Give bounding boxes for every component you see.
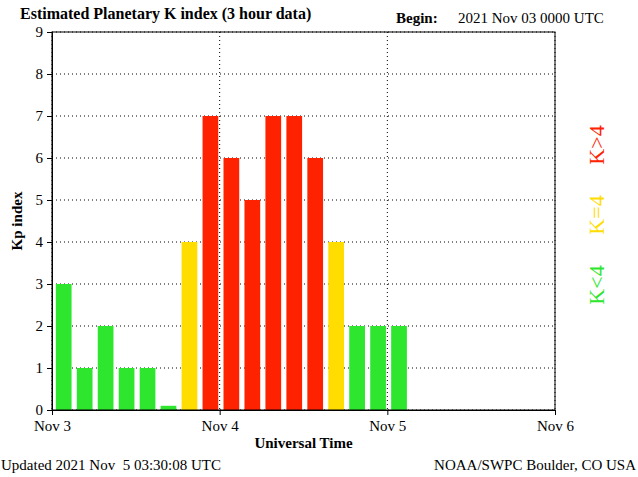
legend-label: K>4: [584, 125, 609, 164]
bar: [98, 326, 114, 410]
bar: [265, 116, 281, 410]
tick: 9: [36, 24, 53, 40]
tick-label: 6: [36, 150, 44, 166]
y-axis: 0 1 2 3 4 5 6 7 8 9: [36, 24, 53, 418]
background: [0, 0, 638, 477]
tick: 1: [36, 360, 53, 376]
bar: [56, 284, 72, 410]
bar: [140, 368, 156, 410]
tick: 3: [36, 276, 53, 292]
axis-line: [47, 33, 53, 411]
tick-mark: [220, 410, 221, 415]
tick-mark: [47, 116, 52, 117]
x-axis-title: Universal Time: [254, 435, 353, 451]
begin-value: 2021 Nov 03 0000 UTC: [458, 10, 604, 26]
tick-mark: [555, 410, 556, 415]
tick: 8: [36, 66, 53, 82]
bar: [286, 116, 302, 410]
tick-label: 4: [36, 234, 44, 250]
y-axis-title: Kp index: [9, 191, 25, 250]
bar: [391, 326, 407, 410]
grid-line: [52, 158, 555, 159]
tick-label: 3: [36, 276, 44, 292]
legend-label: K=4: [584, 195, 609, 234]
tick-label: 8: [36, 66, 44, 82]
tick-mark: [47, 158, 52, 159]
title: Estimated Planetary K index (3 hour data…: [20, 5, 311, 23]
grid-line: [387, 32, 388, 410]
footer-credit: NOAA/SWPC Boulder, CO USA: [434, 457, 636, 473]
grid-line: [52, 74, 555, 75]
axis-line: [53, 411, 556, 416]
grid-line: [52, 242, 555, 243]
tick-label: 2: [36, 318, 44, 334]
bar: [77, 368, 93, 410]
grid-line: [52, 284, 555, 285]
chart: 0 1 2 3 4 5 6 7 8 9 Nov 3 Nov 4 Nov 5 Nov 6 Estimated …: [0, 0, 638, 477]
tick-mark: [47, 368, 52, 369]
bar: [182, 242, 198, 410]
tick-mark: [47, 410, 52, 411]
bar: [224, 158, 240, 410]
bar: [349, 326, 365, 410]
grid-line: [52, 200, 555, 201]
tick-mark: [47, 326, 52, 327]
tick: 0: [36, 402, 53, 418]
tick-mark: [47, 32, 52, 33]
x-axis: Nov 3 Nov 4 Nov 5 Nov 6: [34, 410, 575, 434]
footer-updated: Updated 2021 Nov 5 03:30:08 UTC: [1, 457, 221, 473]
tick-mark: [387, 410, 388, 415]
tick: 4: [36, 234, 53, 250]
tick: Nov 3: [34, 410, 71, 434]
grid-line: [219, 32, 220, 410]
tick-label: 7: [36, 108, 44, 124]
legend-label: K<4: [584, 265, 609, 304]
tick-mark: [47, 242, 52, 243]
tick-label: 0: [36, 402, 44, 418]
tick-label: Nov 6: [537, 418, 575, 434]
bars: [56, 116, 407, 410]
bar: [203, 116, 219, 410]
grid: [52, 32, 555, 410]
tick-mark: [47, 284, 52, 285]
plot-frame: [52, 32, 555, 410]
tick: 7: [36, 108, 53, 124]
tick-mark: [52, 410, 53, 415]
tick-label: 1: [36, 360, 44, 376]
bar: [328, 242, 344, 410]
tick-label: Nov 4: [202, 418, 240, 434]
bar: [370, 326, 386, 410]
tick: 6: [36, 150, 53, 166]
tick-mark: [47, 74, 52, 75]
tick: Nov 5: [369, 410, 406, 434]
tick-label: 5: [36, 192, 44, 208]
tick: 2: [36, 318, 53, 334]
tick: Nov 4: [202, 410, 240, 434]
bar: [244, 200, 260, 410]
grid-line: [52, 116, 555, 117]
tick-label: Nov 5: [369, 418, 406, 434]
tick-mark: [47, 200, 52, 201]
bar: [307, 158, 323, 410]
bar: [161, 406, 177, 410]
tick: Nov 6: [537, 410, 575, 434]
grid-line: [52, 326, 555, 327]
tick: 5: [36, 192, 53, 208]
tick-label: 9: [36, 24, 44, 40]
tick-label: Nov 3: [34, 418, 71, 434]
bar: [119, 368, 135, 410]
begin-label: Begin:: [396, 10, 438, 26]
